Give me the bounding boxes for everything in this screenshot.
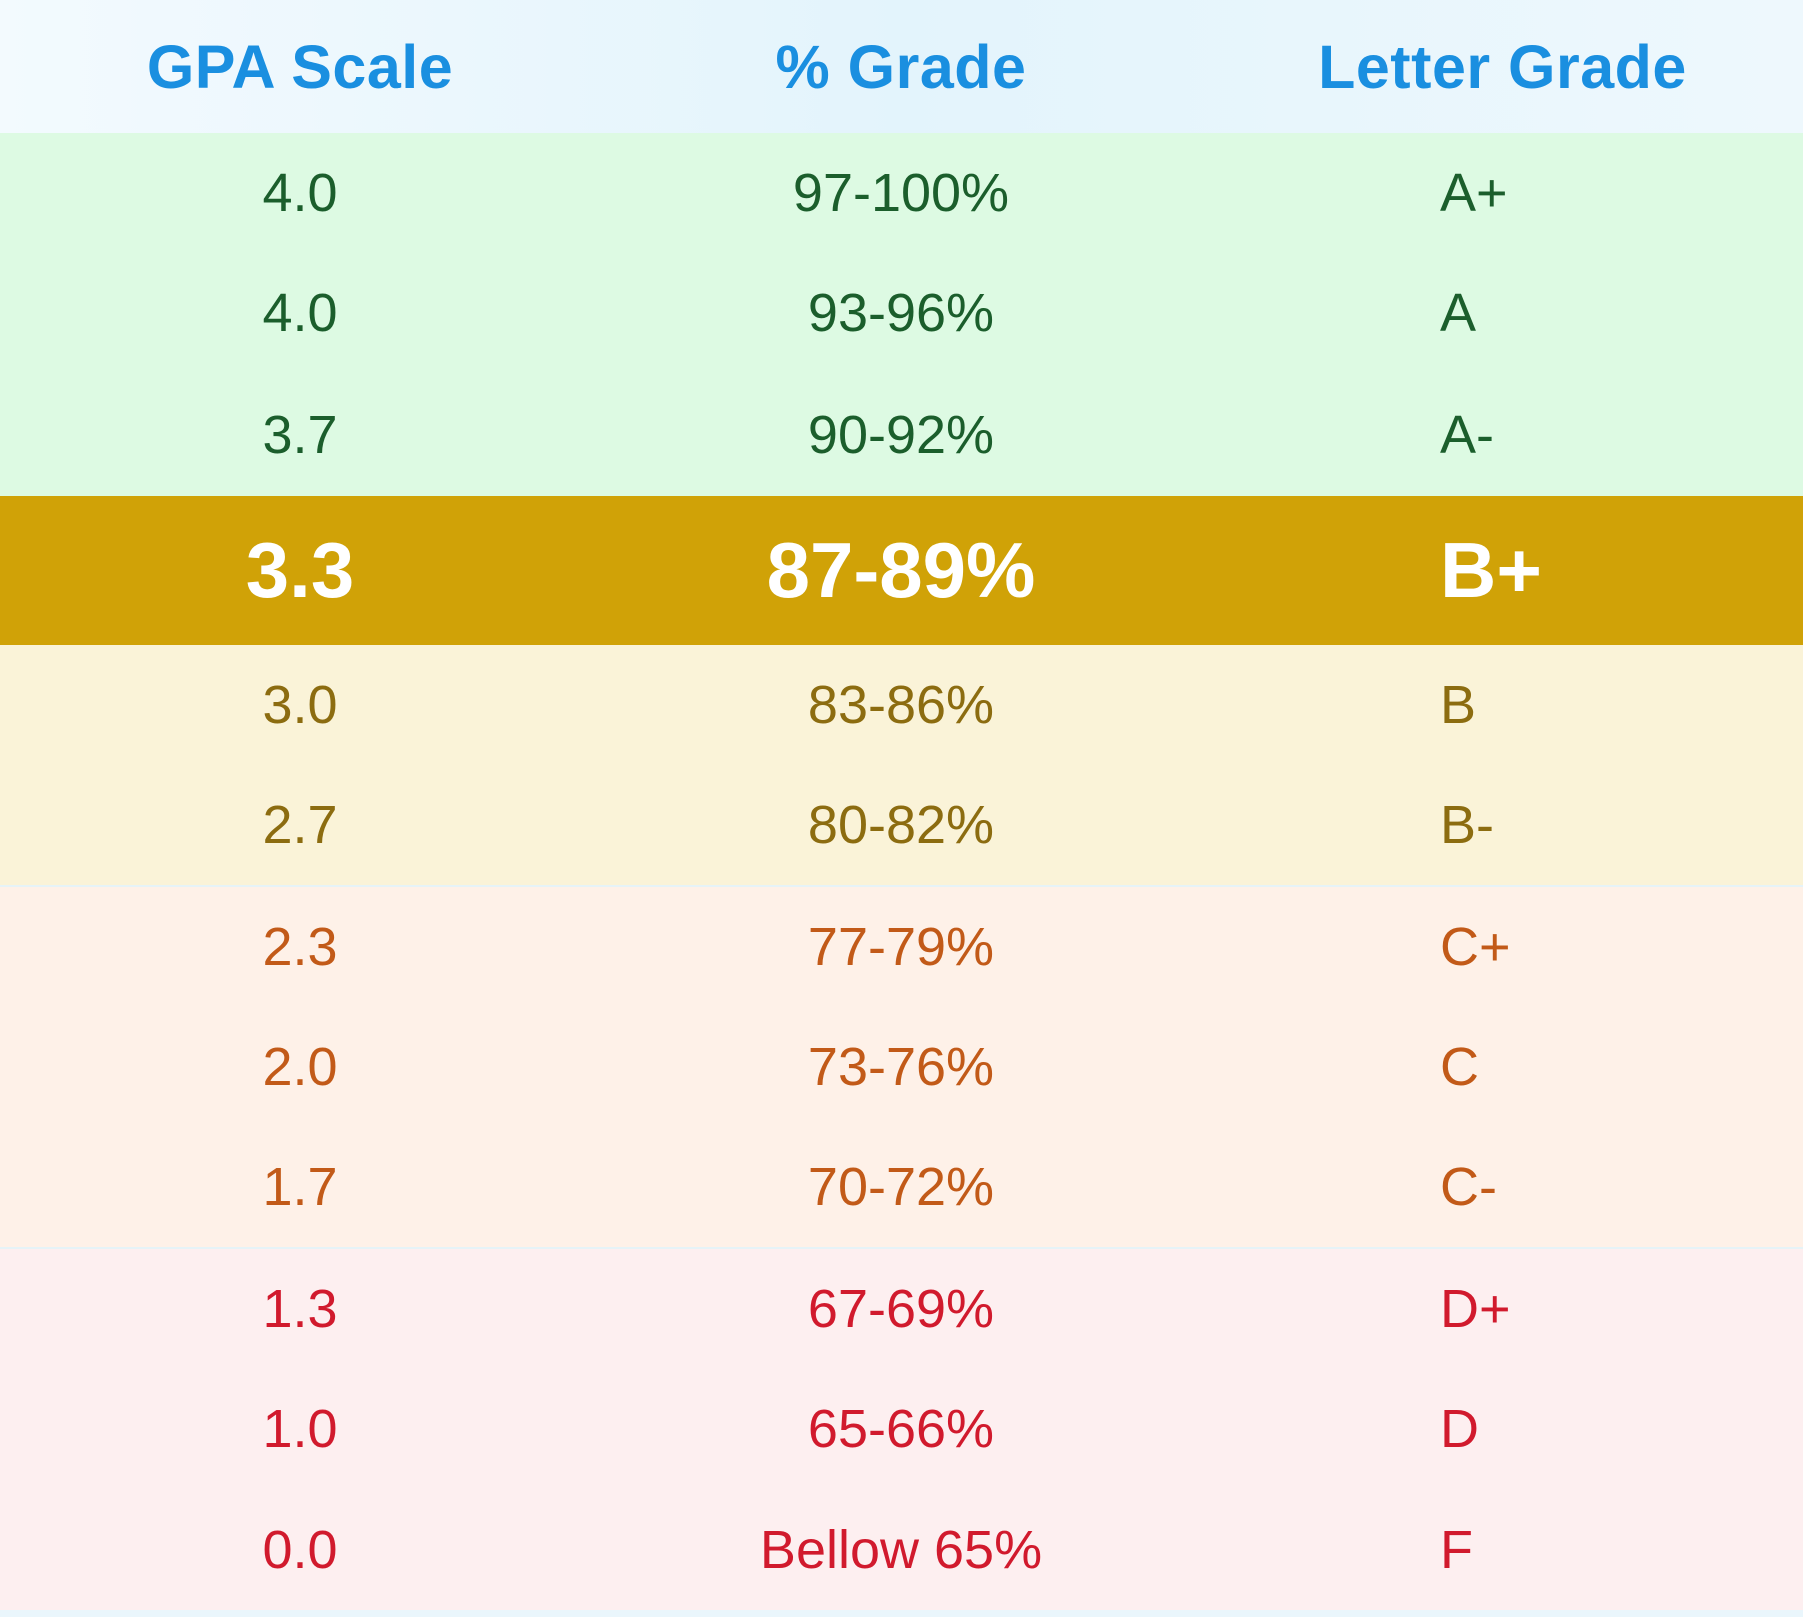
percent-cell: 65-66% xyxy=(807,1399,995,1459)
table-row: 0.0 Bellow 65% F xyxy=(0,1489,1803,1610)
percent-cell: 70-72% xyxy=(807,1157,995,1217)
letter-cell: B- xyxy=(1440,795,1494,855)
percent-cell: 80-82% xyxy=(807,795,995,855)
percent-cell: 73-76% xyxy=(807,1037,995,1097)
gpa-cell: 2.7 xyxy=(262,795,338,855)
gpa-cell: 4.0 xyxy=(262,163,338,223)
gpa-cell: 2.0 xyxy=(262,1037,338,1097)
band-divider xyxy=(0,885,1803,887)
letter-cell: C+ xyxy=(1440,917,1511,977)
table-row: 2.7 80-82% B- xyxy=(0,765,1803,885)
gpa-cell: 3.3 xyxy=(245,526,355,614)
letter-cell: A- xyxy=(1440,404,1494,465)
percent-cell: 93-96% xyxy=(807,283,995,343)
percent-cell: 97-100% xyxy=(792,163,1010,223)
gpa-cell: 1.3 xyxy=(262,1279,338,1339)
band-divider xyxy=(0,1247,1803,1249)
table-row: 2.0 73-76% C xyxy=(0,1007,1803,1127)
table-row: 1.3 67-69% D+ xyxy=(0,1249,1803,1369)
gpa-cell: 0.0 xyxy=(262,1519,338,1580)
percent-cell: 77-79% xyxy=(807,917,995,977)
highlighted-row: 3.3 87-89% B+ xyxy=(0,496,1803,645)
letter-cell: D+ xyxy=(1440,1279,1511,1339)
gpa-cell: 3.7 xyxy=(262,404,338,465)
gpa-cell: 2.3 xyxy=(262,917,338,977)
letter-cell: B+ xyxy=(1440,526,1542,614)
header-letter-grade: Letter Grade xyxy=(1318,32,1687,101)
table-row: 4.0 97-100% A+ xyxy=(0,133,1803,253)
letter-cell: D xyxy=(1440,1399,1479,1459)
percent-cell: 67-69% xyxy=(807,1279,995,1339)
letter-cell: A xyxy=(1440,283,1477,343)
table-header: GPA Scale % Grade Letter Grade xyxy=(0,0,1803,133)
letter-cell: F xyxy=(1440,1519,1473,1580)
gpa-cell: 4.0 xyxy=(262,283,338,343)
percent-cell: 90-92% xyxy=(807,404,995,465)
percent-cell: 83-86% xyxy=(807,675,995,735)
gpa-cell: 1.0 xyxy=(262,1399,338,1459)
letter-cell: B xyxy=(1440,675,1477,735)
table-row: 1.0 65-66% D xyxy=(0,1369,1803,1489)
header-percent-grade: % Grade xyxy=(775,32,1027,101)
table-row: 1.7 70-72% C- xyxy=(0,1127,1803,1247)
table-row: 3.7 90-92% A- xyxy=(0,373,1803,496)
letter-cell: A+ xyxy=(1440,163,1508,223)
gpa-cell: 3.0 xyxy=(262,675,338,735)
percent-cell: Bellow 65% xyxy=(759,1519,1043,1580)
table-row: 4.0 93-96% A xyxy=(0,253,1803,373)
header-gpa-scale: GPA Scale xyxy=(146,32,454,101)
gpa-cell: 1.7 xyxy=(262,1157,338,1217)
letter-cell: C xyxy=(1440,1037,1479,1097)
table-row: 2.3 77-79% C+ xyxy=(0,887,1803,1007)
percent-cell: 87-89% xyxy=(766,526,1036,614)
letter-cell: C- xyxy=(1440,1157,1497,1217)
table-row: 3.0 83-86% B xyxy=(0,645,1803,765)
